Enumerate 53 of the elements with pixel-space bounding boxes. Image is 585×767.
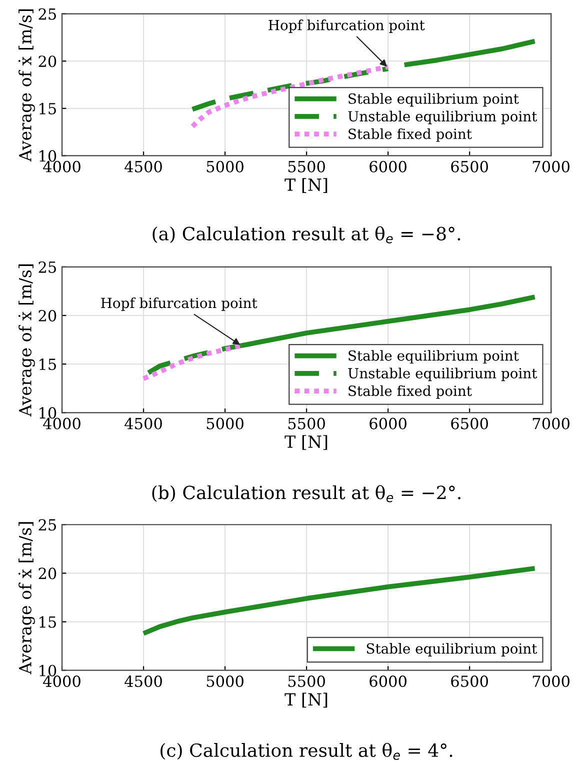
y-tick-label: 25	[38, 261, 56, 273]
text: (c) Calculation result at θ$_{e}$ = 4°.	[160, 742, 452, 760]
x-tick-label: 7000	[532, 418, 570, 430]
text: (a) Calculation result at θ$_{e}$ = −8°.	[152, 226, 460, 244]
y-tick-label: 15	[40, 358, 56, 370]
x-tick-label: 4500	[124, 160, 162, 172]
x-tick-label: 6500	[451, 418, 488, 430]
x-tick-label: 4500	[124, 418, 162, 430]
legend-label: Stable fixed point	[348, 128, 472, 142]
y-tick-label: 10	[40, 150, 56, 162]
legend-label: Unstable equilibrium point	[348, 110, 538, 124]
x-tick-label: 4000	[43, 418, 80, 430]
x-tick-label: 6500	[451, 675, 488, 688]
x-tick-label: 4000	[43, 675, 80, 688]
x-tick-label: 5000	[206, 160, 244, 172]
line-series	[190, 66, 390, 112]
x-tick-label: 7000	[532, 675, 570, 688]
text: (b) Calculation result at θ$_{e}$ = −2°.	[152, 485, 460, 502]
y-tick-label: 20	[38, 568, 56, 580]
legend-label: Stable equilibrium point	[348, 93, 519, 107]
x-tick-label: 4500	[124, 675, 162, 688]
x-tick-label: 5000	[206, 675, 244, 688]
y-tick-label: 20	[38, 310, 56, 322]
y-tick-label: 20	[38, 56, 56, 68]
x-tick-label: 5500	[288, 160, 325, 172]
x-tick-label: 6000	[370, 418, 406, 430]
y-tick-label: 10	[40, 407, 56, 419]
legend-label: Stable equilibrium point	[348, 350, 519, 364]
y-tick-label: 25	[38, 519, 56, 531]
y-axis-title: Average of ẋ [m/s]	[18, 522, 35, 674]
legend-label: Unstable equilibrium point	[348, 368, 538, 382]
x-tick-label: 5500	[288, 418, 325, 430]
y-tick-label: 15	[40, 616, 56, 628]
annotation: Hopf bifurcation point	[268, 20, 425, 34]
y-tick-label: 10	[40, 664, 56, 676]
x-tick-label: 6500	[451, 160, 488, 172]
x-axis-title: T [N]	[284, 435, 328, 450]
x-tick-label: 6000	[370, 160, 406, 172]
annotation: Hopf bifurcation point	[101, 297, 258, 311]
y-axis-title: Average of ẋ [m/s]	[18, 264, 35, 417]
x-axis-title: T [N]	[284, 178, 328, 193]
y-axis-title: Average of ẋ [m/s]	[18, 9, 35, 162]
legend-label: Stable fixed point	[348, 385, 472, 399]
x-tick-label: 6000	[370, 675, 406, 688]
x-axis-title: T [N]	[284, 692, 328, 708]
y-tick-label: 15	[40, 102, 56, 114]
line-series	[141, 566, 538, 636]
legend-label: Stable equilibrium point	[366, 643, 538, 656]
x-tick-label: 7000	[532, 160, 570, 172]
y-tick-label: 25	[38, 8, 56, 20]
x-tick-label: 5000	[206, 418, 244, 430]
x-tick-label: 4000	[43, 160, 80, 172]
x-tick-label: 5500	[288, 675, 325, 688]
